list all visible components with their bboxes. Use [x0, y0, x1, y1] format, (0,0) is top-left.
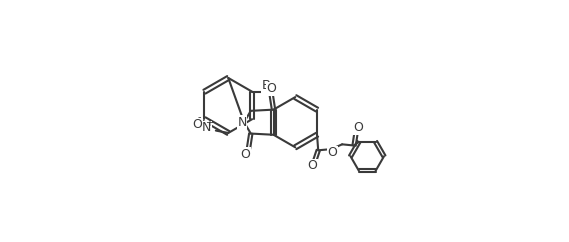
- Text: O: O: [307, 159, 317, 172]
- Text: -: -: [198, 113, 201, 122]
- Text: O: O: [328, 146, 337, 159]
- Text: O: O: [353, 121, 364, 134]
- Text: N: N: [202, 121, 212, 134]
- Text: O: O: [193, 118, 203, 131]
- Text: +: +: [205, 118, 213, 128]
- Text: Br: Br: [262, 79, 276, 92]
- Text: O: O: [241, 148, 250, 161]
- Text: O: O: [266, 82, 276, 95]
- Text: N: N: [237, 116, 247, 129]
